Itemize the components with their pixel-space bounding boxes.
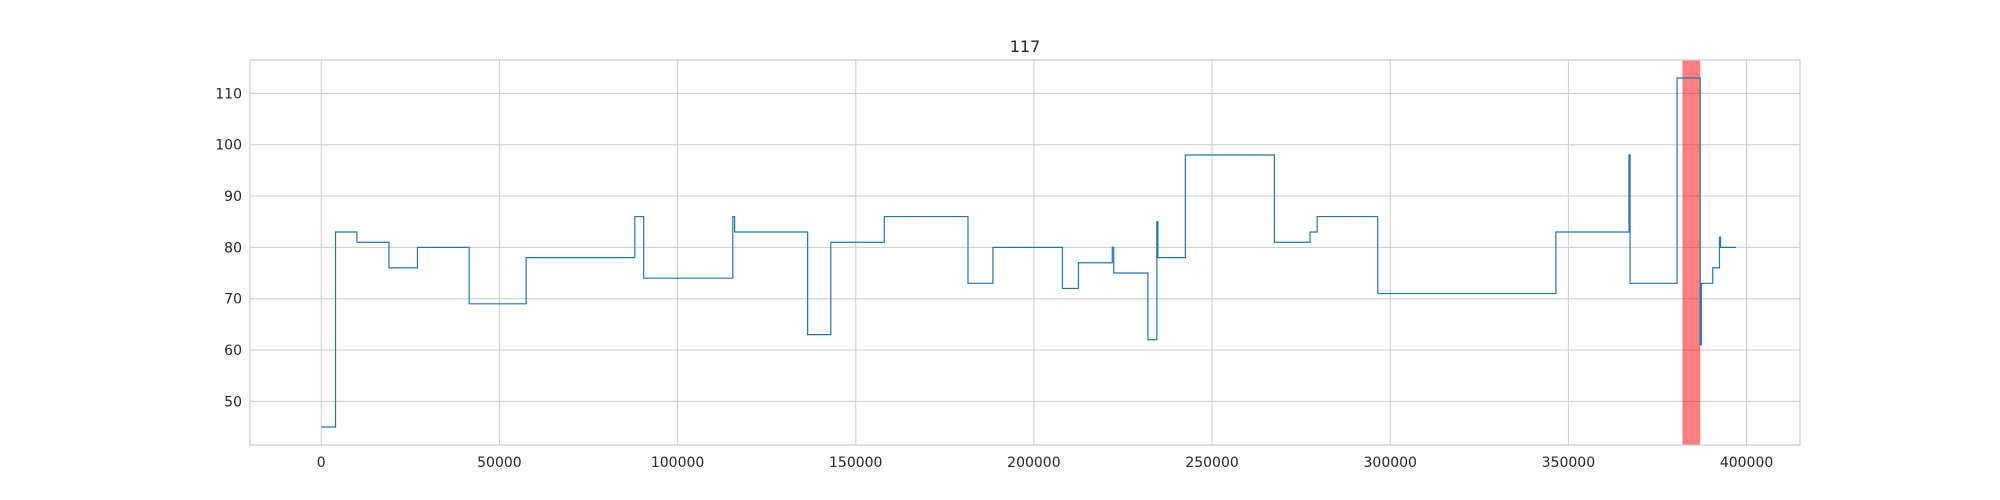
x-tick-label: 150000 — [829, 455, 882, 471]
series-line — [321, 77, 1736, 428]
x-tick-label: 50000 — [477, 455, 522, 471]
axes-frame — [249, 59, 1801, 446]
y-tick-label: 80 — [224, 240, 242, 256]
x-tick-label: 300000 — [1364, 455, 1417, 471]
x-tick-label: 200000 — [1007, 455, 1060, 471]
y-tick-label: 100 — [215, 138, 242, 154]
plot-area: 0 50000 100000 150000 200000 250000 300000 3500… — [215, 59, 1801, 471]
x-tick-label: 250000 — [1185, 455, 1238, 471]
y-tick-label: 50 — [224, 394, 242, 410]
x-tick-label: 0 — [317, 455, 326, 471]
y-tick-label: 60 — [224, 343, 242, 359]
y-tick-label: 70 — [224, 292, 242, 308]
chart-title: 117 — [1010, 37, 1041, 56]
highlight-span — [1682, 60, 1701, 445]
x-tick-label: 350000 — [1542, 455, 1595, 471]
y-tick-label: 110 — [215, 86, 242, 102]
y-tick-label: 90 — [224, 189, 242, 205]
x-tick-label: 400000 — [1720, 455, 1773, 471]
x-tick-label: 100000 — [651, 455, 704, 471]
